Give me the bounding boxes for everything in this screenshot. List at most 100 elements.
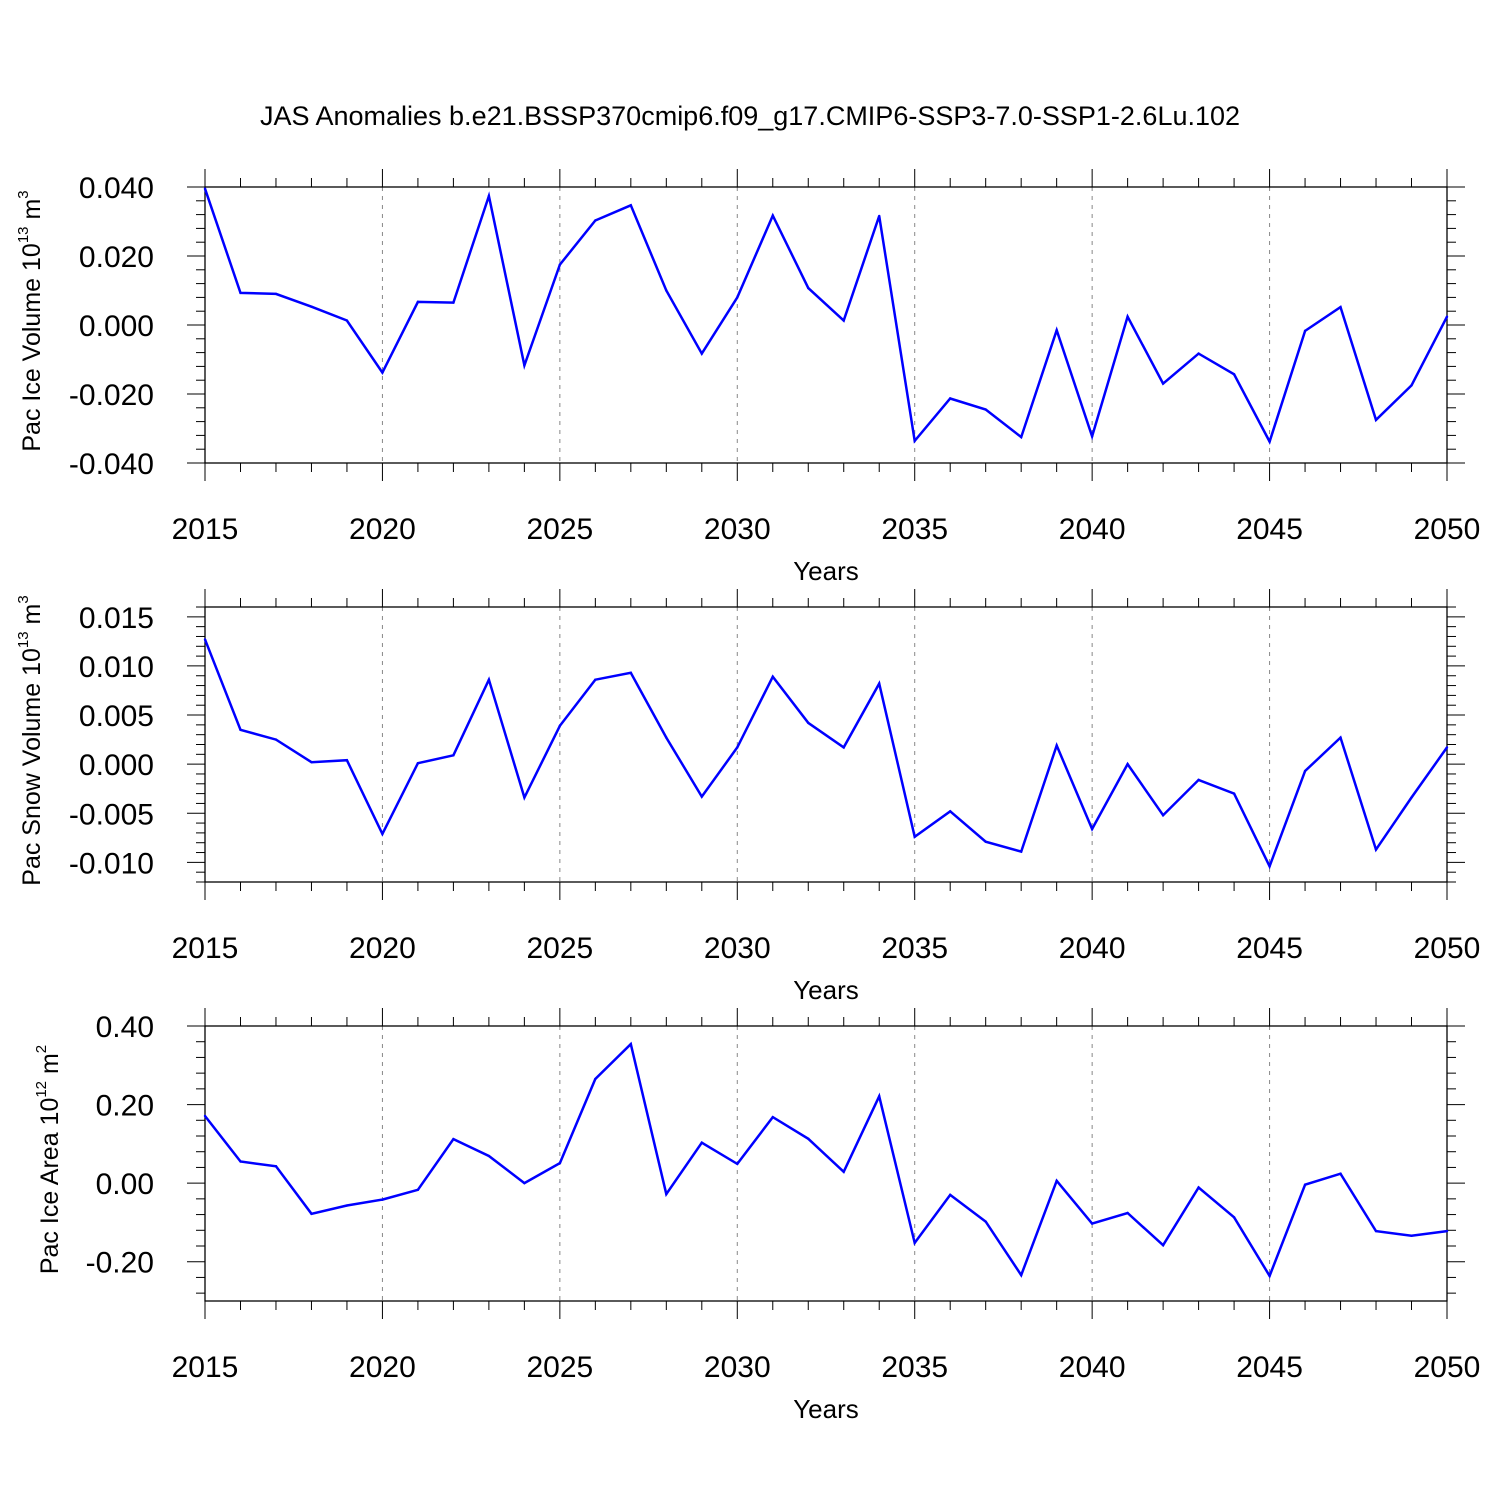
y-tick-label: 0.040 — [79, 172, 154, 205]
data-point — [771, 675, 774, 678]
data-point — [700, 795, 703, 798]
x-tick-label: 2020 — [349, 513, 416, 546]
data-point — [274, 1165, 278, 1168]
x-tick-label: 2045 — [1236, 513, 1303, 546]
data-point — [594, 678, 597, 681]
series-line — [203, 188, 1449, 445]
data-point — [1126, 1211, 1129, 1215]
y-axis-label: Pac Snow Volume 1013 m3 — [15, 595, 46, 885]
data-point — [1339, 305, 1342, 309]
data-point — [452, 1137, 455, 1141]
data-point — [736, 1162, 739, 1166]
data-point — [1197, 352, 1200, 355]
data-point — [736, 296, 739, 299]
x-tick-label: 2035 — [881, 932, 948, 965]
data-point — [913, 439, 916, 443]
data-point — [452, 754, 455, 757]
data-point — [984, 408, 987, 411]
x-tick-label: 2020 — [349, 1351, 416, 1384]
data-point — [1374, 848, 1378, 851]
data-point — [700, 1141, 703, 1144]
x-tick-label: 2040 — [1059, 932, 1126, 965]
data-point — [274, 292, 278, 296]
panel-1: 2015 2020 2025 2030 2035 2040 2045 2050 Years -0.… — [15, 169, 1480, 586]
data-point — [1232, 1216, 1236, 1219]
data-point — [1126, 315, 1129, 318]
data-point — [807, 721, 810, 725]
x-axis-label: Years — [793, 556, 859, 586]
x-tick-label: 2030 — [704, 513, 771, 546]
data-point — [416, 300, 420, 304]
data-point — [1374, 1229, 1378, 1233]
data-point — [1019, 435, 1023, 439]
y-tick-label: 0.000 — [79, 310, 154, 343]
y-tick-label: -0.005 — [69, 798, 154, 831]
data-point — [1268, 440, 1271, 443]
data-point — [239, 728, 242, 731]
data-point — [1019, 1273, 1023, 1277]
data-point — [1410, 1234, 1413, 1237]
data-point — [452, 301, 455, 304]
x-axis-label: Years — [793, 975, 859, 1005]
data-point — [984, 840, 987, 843]
data-point — [381, 371, 384, 374]
data-point — [274, 738, 278, 741]
data-point — [1232, 373, 1236, 376]
data-point — [1197, 1186, 1200, 1189]
data-point — [807, 1137, 810, 1140]
x-tick-label: 2045 — [1236, 1351, 1303, 1384]
data-point — [203, 187, 207, 190]
data-point — [310, 305, 313, 308]
data-point — [771, 214, 774, 217]
data-point — [629, 204, 633, 207]
y-tick-label: 0.010 — [79, 651, 154, 684]
data-point — [771, 1115, 774, 1119]
data-point — [1445, 1229, 1449, 1233]
data-point — [629, 671, 633, 675]
x-tick-label: 2045 — [1236, 932, 1303, 965]
series-line — [203, 638, 1449, 870]
x-axis-label: Years — [793, 1394, 859, 1424]
data-point — [558, 1161, 562, 1165]
chart-title: JAS Anomalies b.e21.BSSP370cmip6.f09_g17… — [260, 101, 1240, 131]
data-point — [1410, 384, 1413, 387]
x-tick-label: 2025 — [526, 1351, 593, 1384]
data-point — [594, 1077, 597, 1081]
data-point — [1303, 1183, 1307, 1186]
x-tick-label: 2025 — [526, 932, 593, 965]
data-point — [345, 319, 349, 322]
data-point — [1090, 1222, 1094, 1225]
y-tick-label: 0.005 — [79, 700, 154, 733]
data-point — [842, 319, 845, 322]
y-tick-label: -0.040 — [69, 448, 154, 481]
data-point — [487, 194, 491, 198]
data-point — [1090, 435, 1094, 438]
plot-frame — [204, 606, 1448, 883]
data-point — [523, 1181, 526, 1185]
data-point — [665, 1192, 668, 1196]
plot-frame — [204, 186, 1448, 464]
data-point — [1268, 865, 1271, 868]
data-point — [878, 682, 881, 685]
data-point — [807, 286, 810, 290]
data-point — [523, 796, 526, 799]
series-line — [204, 1041, 1448, 1279]
data-point — [1339, 736, 1342, 739]
y-tick-label: 0.00 — [96, 1168, 154, 1201]
data-point — [416, 1188, 420, 1192]
data-point — [203, 638, 207, 641]
data-point — [842, 1170, 845, 1173]
data-point — [239, 291, 242, 295]
data-point — [345, 759, 349, 762]
data-point — [1161, 382, 1165, 385]
data-point — [381, 1198, 384, 1201]
data-point — [1055, 744, 1058, 747]
x-tick-label: 2050 — [1414, 513, 1481, 546]
y-tick-label: 0.20 — [96, 1090, 154, 1123]
data-point — [487, 1154, 491, 1158]
data-point — [1055, 1179, 1058, 1182]
y-tick-label: 0.40 — [96, 1011, 154, 1044]
data-point — [558, 724, 562, 728]
data-point — [949, 397, 952, 400]
